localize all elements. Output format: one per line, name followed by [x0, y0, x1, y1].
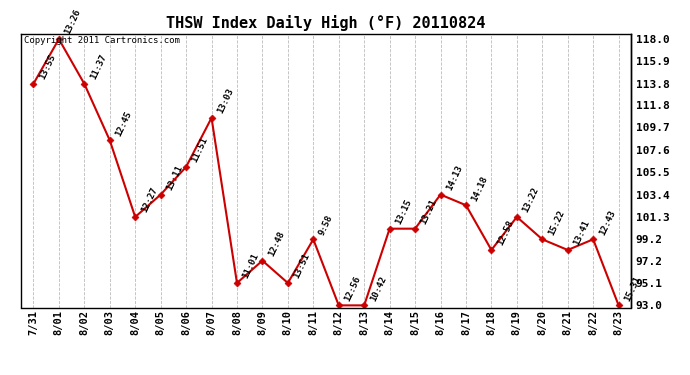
Text: 10:42: 10:42 [368, 274, 388, 303]
Text: 11:37: 11:37 [88, 53, 108, 81]
Text: 14:18: 14:18 [470, 174, 490, 202]
Text: 12:43: 12:43 [598, 209, 617, 237]
Text: 13:15: 13:15 [394, 198, 413, 226]
Text: 13:41: 13:41 [572, 219, 591, 247]
Text: 13:11: 13:11 [165, 164, 184, 192]
Text: 13:21: 13:21 [420, 198, 439, 226]
Text: 9:58: 9:58 [317, 213, 335, 237]
Text: 13:26: 13:26 [63, 8, 83, 36]
Text: 12:45: 12:45 [114, 110, 133, 138]
Text: Copyright 2011 Cartronics.com: Copyright 2011 Cartronics.com [23, 36, 179, 45]
Text: 11:51: 11:51 [190, 136, 210, 164]
Text: 15:31: 15:31 [623, 274, 642, 303]
Text: 13:03: 13:03 [216, 87, 235, 115]
Text: 14:13: 14:13 [444, 164, 464, 192]
Text: 12:48: 12:48 [266, 230, 286, 258]
Text: 13:55: 13:55 [37, 53, 57, 81]
Text: 12:56: 12:56 [343, 274, 362, 303]
Text: 12:58: 12:58 [495, 219, 515, 247]
Text: 13:51: 13:51 [292, 252, 312, 280]
Text: 11:01: 11:01 [241, 252, 261, 280]
Text: 13:22: 13:22 [521, 186, 540, 214]
Text: 12:27: 12:27 [139, 186, 159, 214]
Title: THSW Index Daily High (°F) 20110824: THSW Index Daily High (°F) 20110824 [166, 15, 486, 31]
Text: 15:22: 15:22 [546, 209, 566, 237]
